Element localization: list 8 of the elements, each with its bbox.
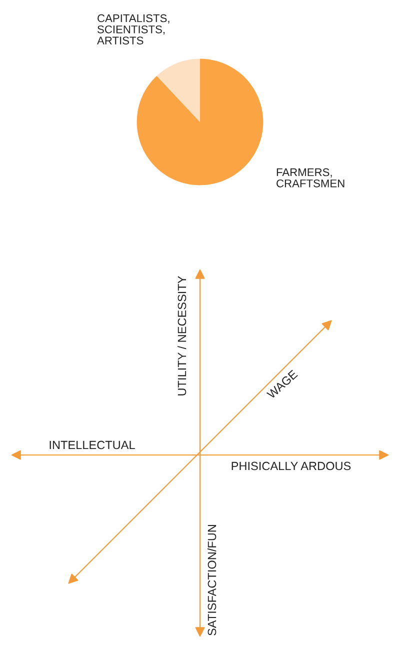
- slice-label: CAPITALISTS, SCIENTISTS, ARTISTS: [97, 14, 170, 44]
- text: PHISICALLY ARDOUS: [232, 462, 351, 470]
- text: SATISFACTION/FUN: [207, 524, 216, 636]
- pie-slice: [136, 58, 264, 186]
- pie-slice: [156, 58, 200, 122]
- text: UTILITY / NECESSITY: [178, 276, 186, 396]
- text: INTELLECTUAL: [50, 440, 135, 450]
- slice-label: FARMERS, CRAFTSMEN: [276, 168, 344, 188]
